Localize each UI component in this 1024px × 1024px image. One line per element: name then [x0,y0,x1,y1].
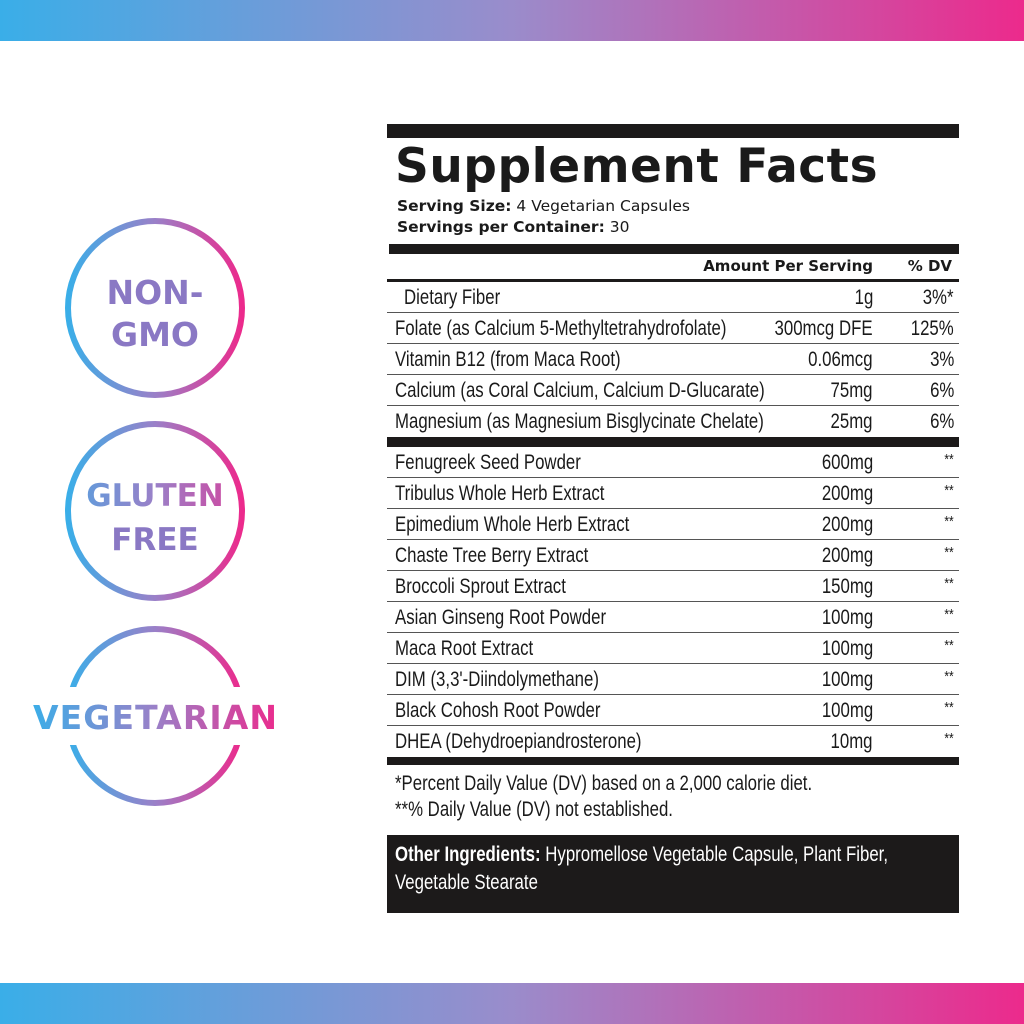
table-row: Black Cohosh Root Powder 100mg ** [387,695,959,726]
panel-title: Supplement Facts [395,139,879,194]
ingredient-name: Dietary Fiber [404,286,501,309]
table-row: Dietary Fiber 1g 3%* [387,282,959,313]
amount: 300mcg DFE [774,317,873,340]
ingredient-name: Magnesium (as Magnesium Bisglycinate Che… [395,410,764,433]
daily-value: ** [944,668,954,685]
top-gradient-band [0,0,1024,41]
daily-value: 6% [929,379,954,402]
footnotes: *Percent Daily Value (DV) based on a 2,0… [387,765,959,835]
daily-value: ** [944,637,954,654]
divider [387,437,959,447]
amount: 100mg [821,668,873,691]
amount: 100mg [821,606,873,629]
ingredient-name: Fenugreek Seed Powder [395,451,581,474]
amount: 100mg [821,637,873,660]
badge-text: VEGETARIAN [33,698,277,737]
amount: 10mg [830,730,873,753]
amount: 200mg [821,482,873,505]
table-row: Calcium (as Coral Calcium, Calcium D-Glu… [387,375,959,406]
divider [387,279,959,282]
ingredient-name: Calcium (as Coral Calcium, Calcium D-Glu… [395,379,765,402]
bottom-gradient-band [0,983,1024,1024]
supplement-facts-panel: Supplement Facts Serving Size: 4 Vegetar… [387,124,959,913]
ingredient-name: Folate (as Calcium 5-Methyltetrahydrofol… [395,317,727,340]
gluten-free-badge: GLUTEN FREE [65,421,245,601]
ingredient-name: Maca Root Extract [395,637,534,660]
amount: 100mg [821,699,873,722]
table-row: Chaste Tree Berry Extract 200mg ** [387,540,959,571]
table-row: Vitamin B12 (from Maca Root) 0.06mcg 3% [387,344,959,375]
daily-value: ** [944,451,954,468]
amount: 600mg [821,451,873,474]
table-row: Folate (as Calcium 5-Methyltetrahydrofol… [387,313,959,344]
ingredient-name: Vitamin B12 (from Maca Root) [395,348,621,371]
daily-value: ** [944,699,954,716]
ingredient-name: Epimedium Whole Herb Extract [395,513,630,536]
ingredient-name: DIM (3,3'-Diindolymethane) [395,668,599,691]
table-row: DIM (3,3'-Diindolymethane) 100mg ** [387,664,959,695]
daily-value: ** [944,482,954,499]
badge-text: NON- [107,273,204,312]
table-row: Epimedium Whole Herb Extract 200mg ** [387,509,959,540]
daily-value: ** [944,575,954,592]
non-gmo-badge: NON- GMO [65,218,245,398]
footnote: *Percent Daily Value (DV) based on a 2,0… [395,772,813,795]
table-row: Asian Ginseng Root Powder 100mg ** [387,602,959,633]
other-ingredients: Other Ingredients: Hypromellose Vegetabl… [387,835,959,913]
amount: 200mg [821,544,873,567]
amount: 1g [854,286,873,309]
servings-per-container: Servings per Container: 30 [397,218,630,236]
table-row: Magnesium (as Magnesium Bisglycinate Che… [387,406,959,437]
amount: 200mg [821,513,873,536]
ingredient-name: Tribulus Whole Herb Extract [395,482,605,505]
table-row: Maca Root Extract 100mg ** [387,633,959,664]
amount: 0.06mcg [808,348,873,371]
divider [387,757,959,765]
table-row: Tribulus Whole Herb Extract 200mg ** [387,478,959,509]
nutrient-group: Dietary Fiber 1g 3%* Folate (as Calcium 5-M… [387,282,959,437]
vegetarian-badge: VEGETARIAN [33,626,277,806]
divider [389,244,959,254]
ingredient-group: Fenugreek Seed Powder 600mg ** Tribulus Who… [387,447,959,757]
daily-value: 3% [929,348,954,371]
ingredient-name: Black Cohosh Root Powder [395,699,601,722]
amount: 75mg [830,379,873,402]
ingredient-name: Chaste Tree Berry Extract [395,544,589,567]
serving-size: Serving Size: 4 Vegetarian Capsules [397,197,691,215]
table-row: Fenugreek Seed Powder 600mg ** [387,447,959,478]
daily-value: 125% [911,317,954,340]
table-row: Broccoli Sprout Extract 150mg ** [387,571,959,602]
ingredient-name: Broccoli Sprout Extract [395,575,566,598]
badge-text: FREE [111,522,198,558]
daily-value: ** [944,513,954,530]
daily-value: 6% [929,410,954,433]
daily-value: ** [944,730,954,747]
footnote: **% Daily Value (DV) not established. [395,798,673,821]
badges: NON- GMO GLUTEN FREE VEGETARIAN [33,218,277,806]
daily-value: ** [944,606,954,623]
badge-text: GLUTEN [86,478,224,514]
divider [387,124,959,138]
daily-value: ** [944,544,954,561]
badge-text: GMO [111,315,199,354]
ingredient-name: DHEA (Dehydroepiandrosterone) [395,730,642,753]
table-header: Amount Per Serving% DV [703,257,952,275]
daily-value: 3%* [923,286,954,309]
amount: 25mg [830,410,873,433]
amount: 150mg [821,575,873,598]
table-row: DHEA (Dehydroepiandrosterone) 10mg ** [387,726,959,757]
ingredient-name: Asian Ginseng Root Powder [395,606,607,629]
